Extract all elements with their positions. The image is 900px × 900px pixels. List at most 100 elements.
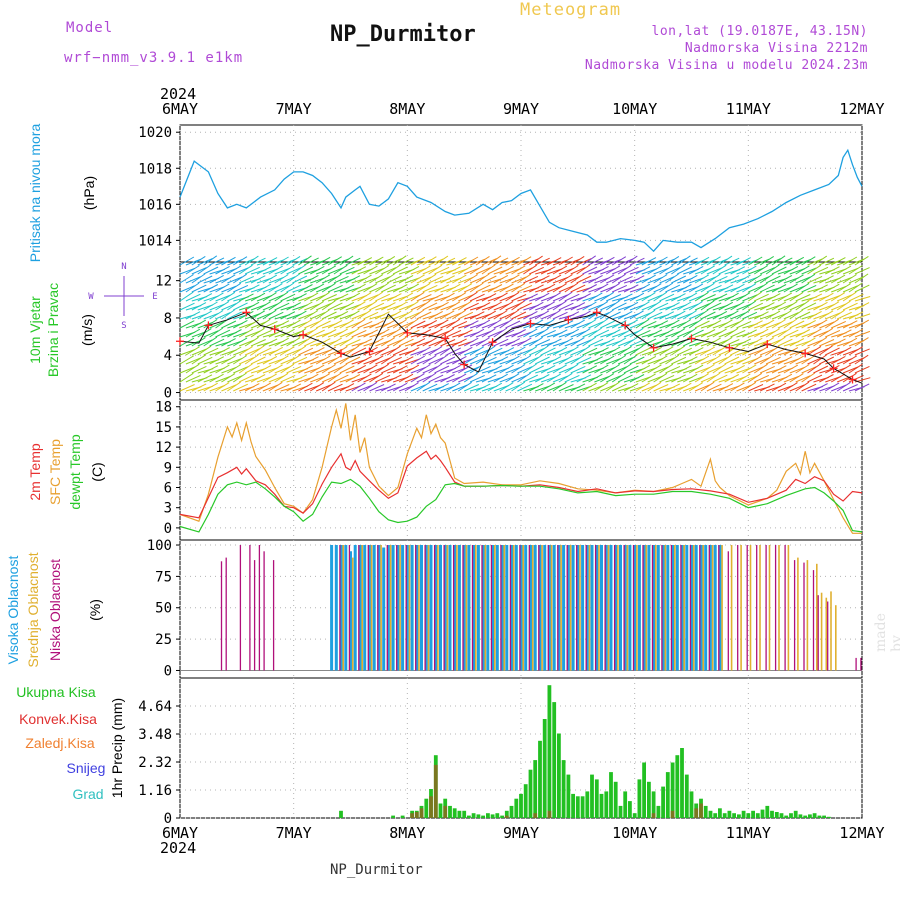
wind-barb (339, 319, 354, 329)
wind-barb (611, 302, 627, 311)
wind-barb (256, 329, 272, 338)
precip-conv-bar (547, 810, 552, 818)
wind-barb (671, 328, 686, 338)
wind-barb (238, 275, 255, 284)
wind-barb (404, 300, 419, 311)
wind-barb (440, 374, 455, 383)
x-tick-top: 11MAY (726, 100, 771, 118)
wind-barb (315, 274, 331, 284)
wind-barb (404, 364, 420, 374)
wind-barb (280, 357, 296, 365)
y-tick-label: 75 (155, 569, 172, 585)
wind-barb (339, 266, 355, 275)
wind-barb (748, 355, 763, 365)
wind-barb (209, 321, 225, 329)
wind-barb (321, 375, 337, 383)
wind-barb (813, 365, 829, 374)
precip-conv-bar (443, 805, 448, 818)
wind-barb (706, 319, 722, 329)
wind-barb (641, 320, 657, 329)
wind-barb (185, 282, 200, 293)
wind-barb (694, 303, 710, 311)
wind-barb (345, 257, 361, 266)
wind-barb (570, 284, 586, 293)
wind-barb (381, 319, 396, 329)
wind-barb (215, 312, 231, 320)
wind-barb (635, 266, 651, 275)
wind-barb (700, 294, 716, 302)
wind-barb (700, 375, 716, 383)
wind-barb (730, 329, 746, 338)
wind-barb (635, 329, 651, 338)
wind-barb (185, 293, 201, 302)
wind-barb (712, 363, 727, 374)
wind-barb (665, 319, 680, 329)
wind-barb (777, 274, 793, 284)
wind-barb (724, 292, 739, 302)
wind-barb (298, 301, 313, 311)
precip-total-bar (684, 774, 689, 818)
wind-barb (801, 273, 816, 284)
wind-barb (452, 373, 467, 383)
wind-barb (783, 318, 798, 329)
y-tick-label: 1.16 (138, 783, 172, 799)
wind-barb (191, 273, 206, 284)
wind-barb (736, 292, 751, 302)
wind-barb (635, 364, 651, 374)
wind-barb (830, 274, 846, 284)
wind-barb (381, 365, 397, 374)
wind-barb (369, 285, 385, 293)
wind-barb (209, 373, 224, 383)
precip-total-bar (566, 774, 571, 818)
wind-barb (842, 267, 859, 275)
wind-barb (807, 258, 823, 266)
wind-barb (221, 384, 237, 392)
wind-barb (339, 365, 355, 374)
wind-barb (795, 259, 811, 266)
wind-barb (830, 309, 845, 320)
wind-barb (398, 310, 413, 320)
wind-barb (262, 355, 278, 365)
wind-barb (410, 366, 426, 374)
footer-station: NP_Durmitor (330, 862, 423, 878)
wind-barb (357, 292, 372, 302)
wind-barb (298, 330, 314, 338)
wind-barb (375, 311, 390, 320)
wind-barb (819, 339, 835, 347)
wind-barb (315, 355, 331, 365)
wind-barb (481, 275, 497, 284)
wind-barb (617, 264, 632, 275)
wind-barb (345, 345, 360, 356)
wind-barb (736, 285, 752, 293)
wind-barb (759, 383, 775, 392)
wind-barb (830, 355, 846, 365)
wind-barb (499, 375, 515, 383)
precip-total-bar (528, 769, 533, 818)
wind-barb (309, 382, 325, 392)
wind-barb (576, 339, 592, 347)
wind-barb (469, 346, 485, 356)
wind-barb (511, 381, 526, 392)
wind-barb (759, 330, 776, 338)
precip-total-bar (822, 815, 826, 818)
wind-barb (357, 303, 373, 311)
wind-barb (718, 383, 734, 392)
wind-barb (463, 355, 479, 365)
wind-barb (688, 294, 705, 302)
wind-barb (363, 375, 379, 383)
wind-barb (434, 330, 450, 338)
wind-barb (304, 327, 318, 338)
wind-barb (795, 311, 811, 320)
wind-barb (339, 383, 355, 392)
wind-barb (842, 366, 859, 374)
wind-barb (759, 267, 776, 275)
wind-barb (274, 274, 289, 284)
wind-barb (523, 328, 538, 338)
wind-barb (428, 374, 444, 383)
wind-barb (830, 257, 846, 266)
wind-barb (375, 282, 389, 293)
wind-barb (801, 348, 817, 356)
wind-unit-label: (m/s) (79, 314, 95, 346)
wind-barb (499, 300, 514, 311)
wind-barb (677, 330, 693, 338)
